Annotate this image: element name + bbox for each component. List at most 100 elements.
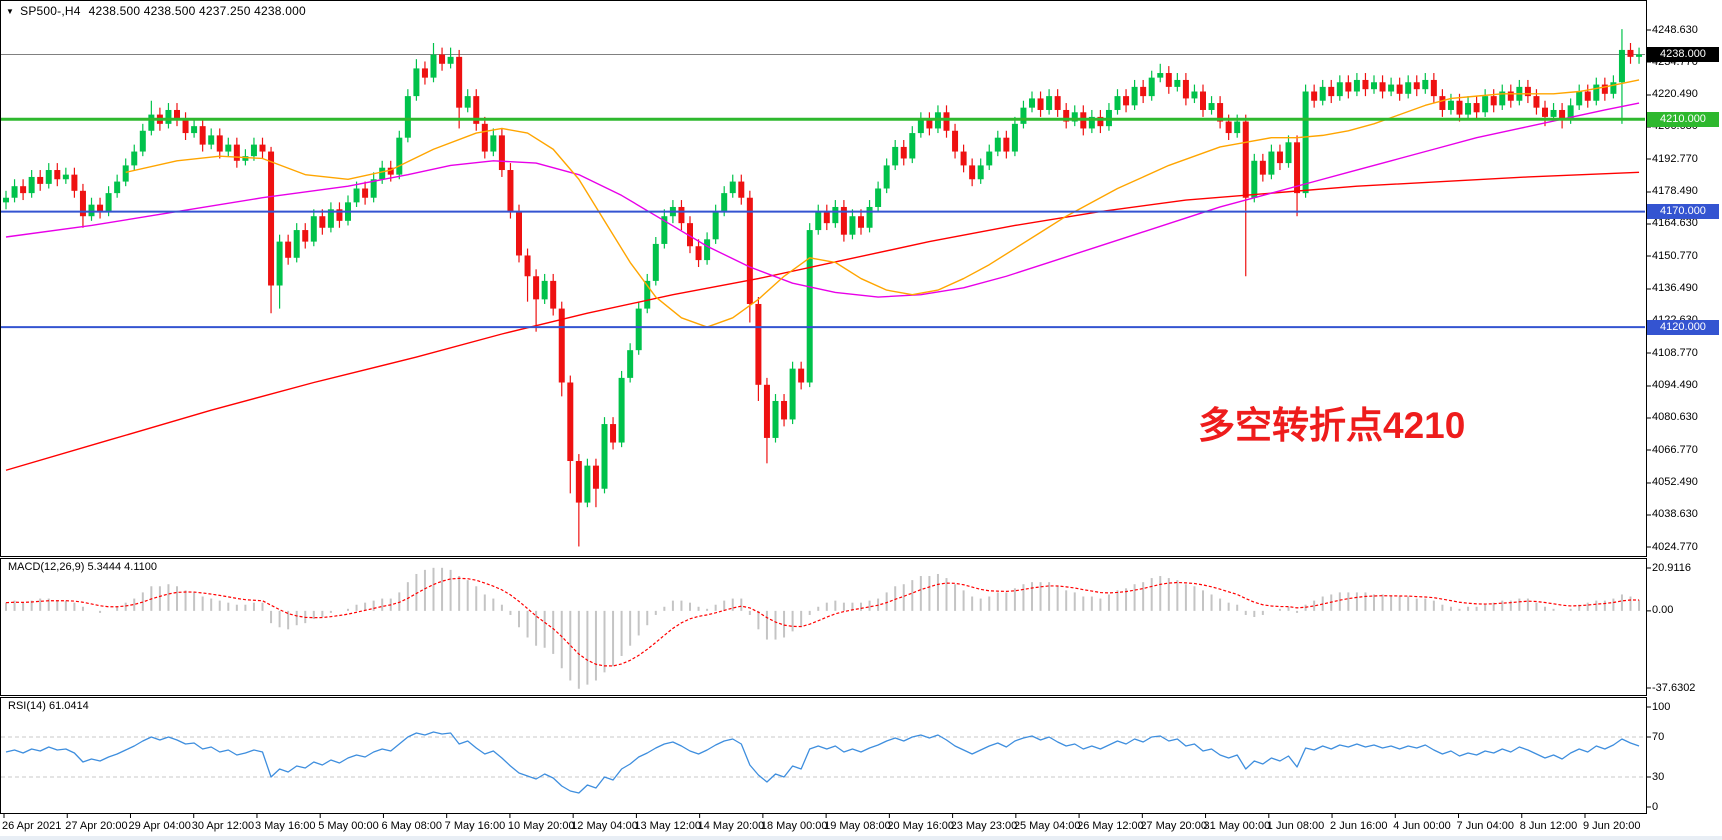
- candle-body: [79, 190, 86, 217]
- candle-body: [1430, 79, 1437, 97]
- candle-body: [1003, 137, 1010, 152]
- candle-body: [1165, 73, 1172, 87]
- candle-body: [755, 303, 762, 385]
- candle-body: [11, 186, 18, 198]
- macd-label: MACD(12,26,9) 5.3444 4.1100: [8, 561, 157, 573]
- candle-body: [1473, 103, 1480, 113]
- candle-body: [1208, 103, 1215, 110]
- candle-body: [1336, 82, 1343, 97]
- candle-body: [114, 181, 121, 194]
- candle-body: [977, 165, 984, 180]
- price-axis-label: 4052.490: [1652, 476, 1698, 489]
- price-axis-label: 4164.630: [1652, 217, 1698, 230]
- candle-body: [917, 119, 924, 134]
- candle-body: [567, 382, 574, 462]
- candle-body: [1259, 160, 1266, 175]
- price-badge: 4170.000: [1647, 204, 1719, 220]
- candle-body: [1148, 77, 1155, 97]
- candle-body: [695, 246, 702, 261]
- candle-body: [1071, 112, 1078, 122]
- symbol-dropdown-icon[interactable]: ▼: [6, 7, 15, 16]
- macd-histogram: [5, 567, 1641, 689]
- candle-body: [1200, 91, 1206, 110]
- candle-body: [1020, 107, 1027, 124]
- candle-body: [481, 123, 488, 152]
- candle-body: [199, 126, 206, 145]
- candle-body: [507, 170, 514, 212]
- candle-body: [858, 216, 864, 228]
- candle-body: [439, 54, 446, 64]
- time-axis-label: 2 Jun 16:00: [1330, 820, 1388, 832]
- ma-fast-orange: [125, 79, 1640, 328]
- candle-body: [456, 56, 463, 108]
- candle-body: [798, 368, 805, 383]
- macd-axis-label: 0.00: [1652, 604, 1674, 617]
- candle-body: [866, 206, 873, 228]
- candle-body: [1533, 96, 1540, 108]
- window-bottom-edge: [0, 836, 1722, 840]
- candle-body: [1063, 109, 1070, 122]
- macd-signal-line: [5, 577, 1640, 667]
- candle-body: [1114, 96, 1121, 110]
- candle-body: [1140, 86, 1147, 97]
- rsi-panel-frame: [0, 697, 1647, 814]
- time-axis-label: 12 May 04:00: [571, 820, 638, 832]
- ma-mid-magenta: [5, 102, 1640, 298]
- candle-body: [661, 216, 668, 244]
- candle-body: [1029, 98, 1035, 108]
- candle-body: [704, 239, 711, 261]
- candle-body: [1396, 84, 1403, 94]
- time-axis-label: 10 May 20:00: [507, 820, 575, 832]
- candle-body: [293, 230, 300, 258]
- price-axis-label: 4094.490: [1652, 379, 1698, 392]
- time-axis-label: 30 Apr 12:00: [191, 820, 255, 832]
- chart-title: ▼ SP500-,H4 4238.500 4238.500 4237.250 423…: [6, 4, 306, 18]
- candle-body: [875, 188, 882, 207]
- main-panel-frame: [0, 0, 1647, 557]
- candle-body: [1550, 109, 1557, 117]
- candle-body: [738, 181, 745, 198]
- time-axis-label: 8 Jun 12:00: [1519, 820, 1578, 832]
- time-axis-label: 9 Jun 20:00: [1583, 820, 1641, 832]
- candle-body: [1405, 82, 1412, 94]
- candle-body: [1362, 79, 1369, 90]
- candle-body: [1054, 96, 1061, 110]
- price-axis-label: 4178.490: [1652, 185, 1698, 198]
- candle-body: [592, 465, 599, 489]
- candle-body: [823, 211, 830, 224]
- candle-body: [772, 400, 779, 438]
- candle-body: [1584, 91, 1591, 101]
- candle-body: [806, 230, 813, 383]
- candle-body: [233, 144, 240, 161]
- candle-body: [789, 368, 796, 420]
- time-axis-label: 26 May 12:00: [1077, 820, 1144, 832]
- candle-body: [216, 135, 223, 152]
- candle-body: [909, 133, 916, 159]
- candle-body: [1465, 103, 1472, 115]
- time-axis-label: 20 May 16:00: [887, 820, 955, 832]
- candle-body: [1276, 151, 1283, 164]
- time-axis-label: 4 Jun 00:00: [1393, 820, 1451, 832]
- candle-body: [473, 96, 480, 124]
- candle-body: [447, 56, 454, 64]
- candle-body: [1123, 96, 1130, 106]
- candle-body: [182, 119, 189, 134]
- candle-body: [139, 130, 146, 152]
- rsi-line: [5, 731, 1640, 794]
- candle-body: [191, 126, 198, 134]
- candles-series: [3, 29, 1643, 547]
- time-axis-label: 5 May 00:00: [318, 820, 379, 832]
- candle-body: [498, 135, 505, 171]
- candle-body: [28, 176, 35, 194]
- candle-body: [1285, 142, 1292, 164]
- candle-body: [652, 243, 659, 281]
- candle-body: [815, 211, 822, 231]
- candle-body: [1559, 109, 1566, 120]
- candle-body: [362, 188, 369, 198]
- candle-body: [969, 165, 976, 180]
- candle-body: [97, 204, 104, 212]
- candle-body: [1294, 142, 1301, 194]
- candle-body: [584, 465, 591, 503]
- candle-body: [1131, 86, 1138, 106]
